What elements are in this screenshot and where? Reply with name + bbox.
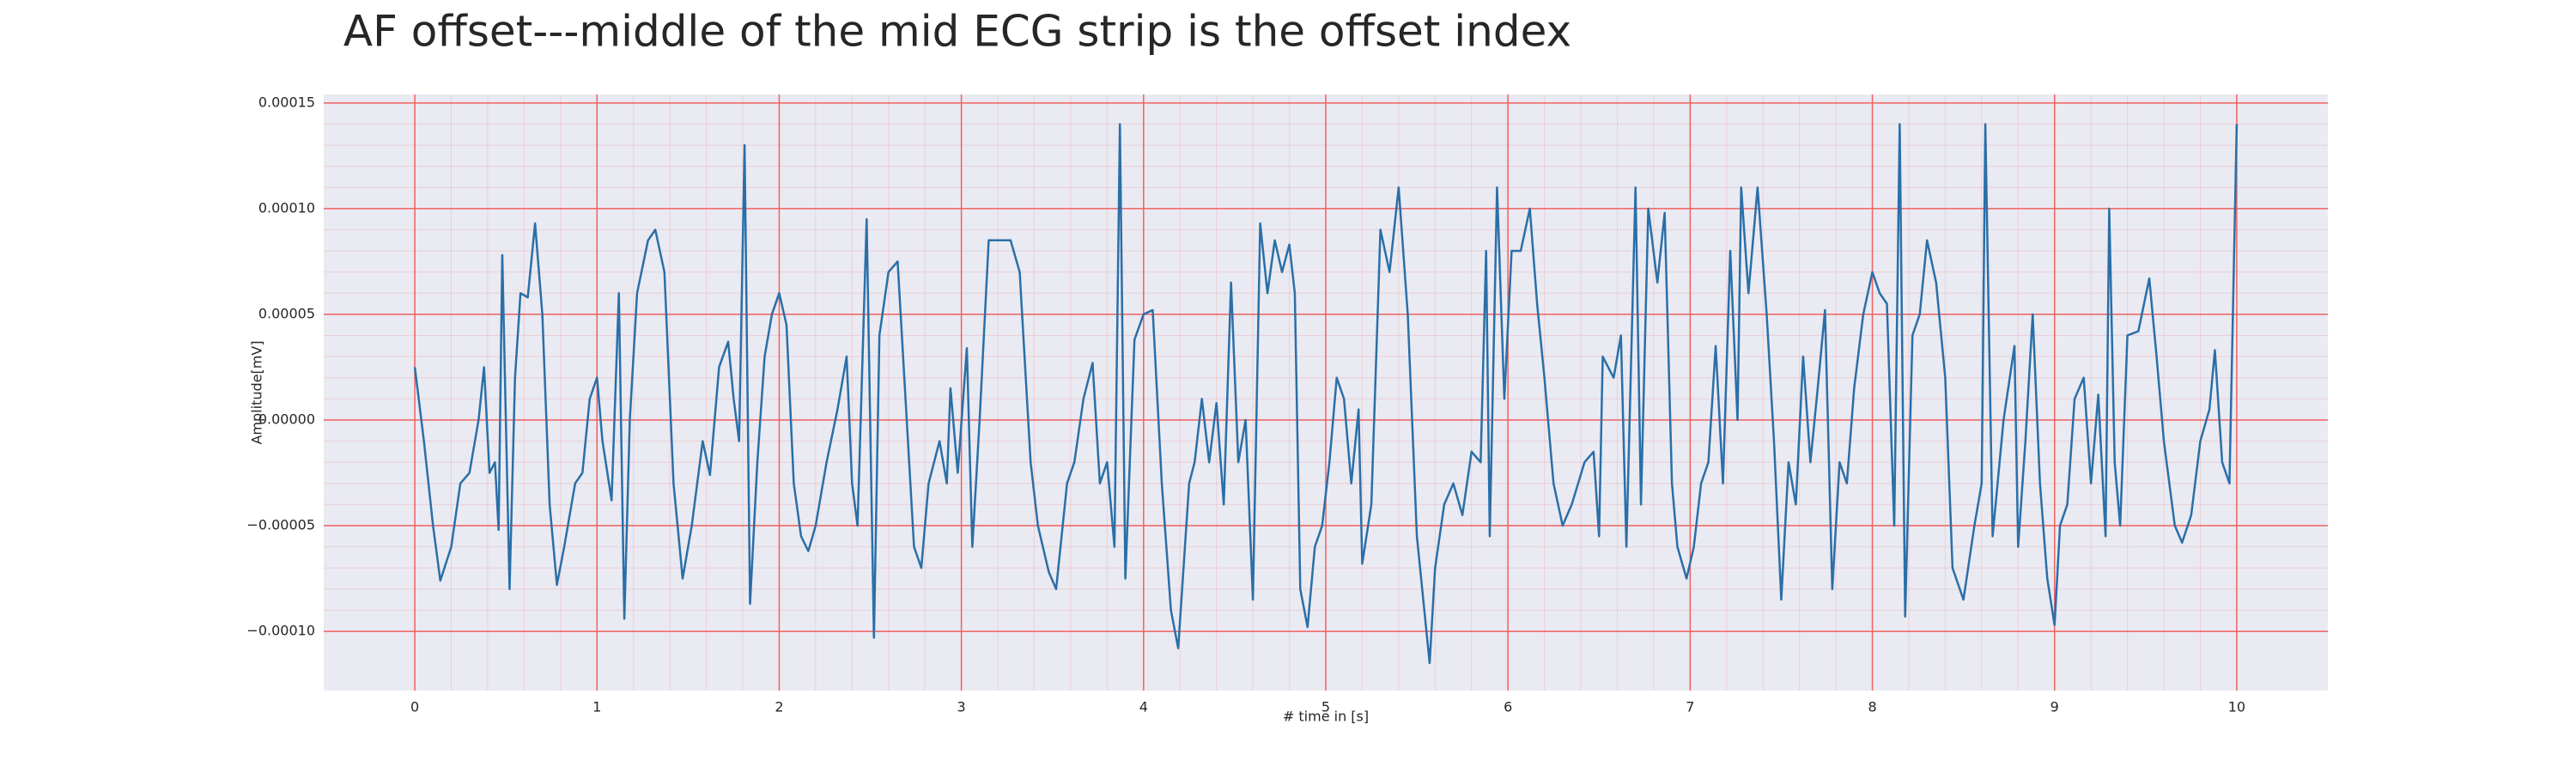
x-tick-label: 6 [1504, 699, 1512, 715]
y-tick-label: −0.00005 [246, 517, 315, 533]
x-tick-label: 10 [2228, 699, 2245, 715]
y-tick-label: 0.00010 [258, 199, 315, 216]
x-tick-label: 5 [1321, 699, 1330, 715]
x-axis-label: # time in [s] [1283, 709, 1369, 725]
ecg-line [413, 123, 2239, 665]
x-tick-label: 9 [2050, 699, 2059, 715]
chart-title: AF offset---middle of the mid ECG strip … [343, 7, 1571, 57]
y-tick-label: −0.00010 [246, 623, 315, 639]
x-tick-label: 8 [1868, 699, 1876, 715]
x-tick-label: 7 [1686, 699, 1694, 715]
y-tick-label: 0.00000 [258, 411, 315, 427]
x-tick-label: 3 [957, 699, 966, 715]
y-tick-label: 0.00005 [258, 305, 315, 321]
y-tick-label: 0.00015 [258, 94, 315, 110]
x-tick-label: 0 [410, 699, 419, 715]
y-axis-label: Amplitude[mV] [249, 340, 265, 444]
x-tick-label: 1 [592, 699, 601, 715]
x-tick-label: 4 [1139, 699, 1148, 715]
x-tick-label: 2 [775, 699, 783, 715]
